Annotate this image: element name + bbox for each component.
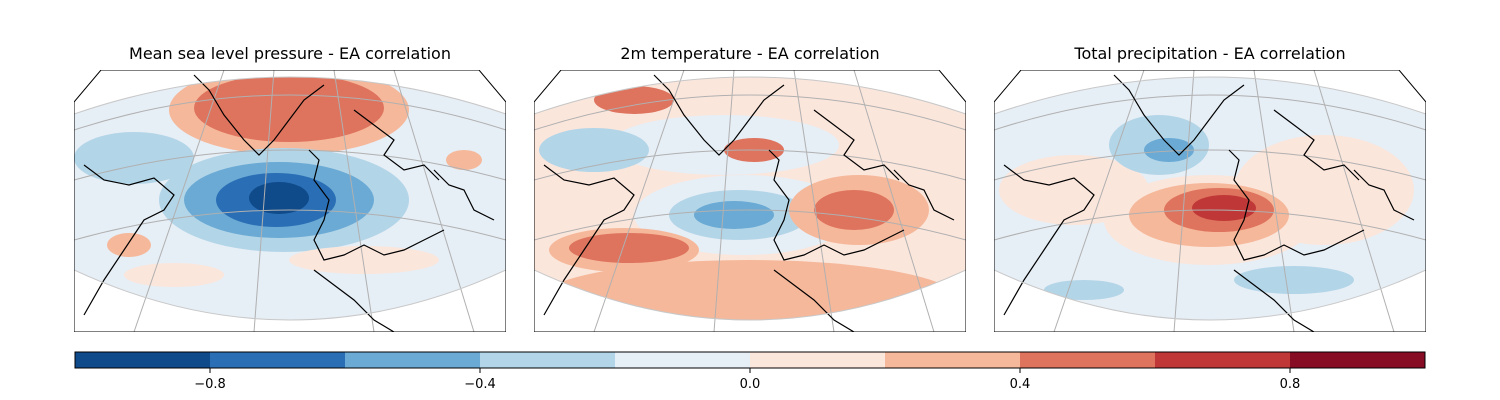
map-mslp [74, 70, 506, 332]
colorbar-tick-label-4: 0.8 [1279, 377, 1301, 392]
panel-title-t2m: 2m temperature - EA correlation [620, 44, 880, 63]
mslp-domain-outline [74, 76, 506, 321]
colorbar-tick-label-3: 0.4 [1009, 377, 1031, 392]
precip-graticule [994, 70, 1426, 332]
colorbar-segment [75, 352, 211, 368]
t2m-strong-negative-center [694, 201, 774, 229]
precip-domain-outline [994, 76, 1426, 321]
precip-strong-negative-north [1144, 138, 1194, 162]
colorbar-tick-label-0: −0.8 [194, 377, 226, 392]
precip-coastlines [1003, 74, 1415, 332]
mslp-positive-east [446, 150, 482, 170]
t2m-domain-outline [534, 76, 966, 321]
colorbar-segment [480, 352, 616, 368]
mslp-weak-positive-southwest [124, 263, 224, 287]
t2m-coastlines [543, 74, 955, 332]
colorbar-segment [1020, 352, 1156, 368]
colorbar-segment [615, 352, 751, 368]
colorbar-segment [1155, 352, 1291, 368]
mslp-positive-southwest [107, 233, 151, 257]
precip-negative-south [1234, 266, 1354, 294]
t2m-strong-positive-east [814, 190, 894, 230]
colorbar-segment [885, 352, 1021, 368]
mslp-very-strong-negative-center [249, 182, 309, 214]
t2m-graticule [534, 70, 966, 332]
panel-title-precip: Total precipitation - EA correlation [1074, 44, 1346, 63]
t2m-strong-positive-northwest [594, 86, 674, 114]
precip-negative-southwest [1044, 280, 1124, 300]
precip-very-strong-positive-center [1192, 195, 1256, 221]
t2m-weak-negative-north [609, 115, 839, 175]
colorbar-tick-label-1: −0.4 [464, 377, 496, 392]
mslp-graticule [74, 70, 506, 332]
t2m-positive-south [539, 260, 959, 320]
colorbar [74, 351, 1426, 373]
map-t2m [534, 70, 966, 332]
panel-title-mslp: Mean sea level pressure - EA correlation [129, 44, 451, 63]
colorbar-segment [1290, 352, 1426, 368]
t2m-strong-positive-southwest [569, 233, 689, 263]
mslp-strong-positive-north [194, 77, 384, 142]
map-precip [994, 70, 1426, 332]
mslp-weak-positive-south [289, 246, 439, 274]
colorbar-tick-label-2: 0.0 [739, 377, 761, 392]
mslp-coastlines [83, 74, 495, 332]
colorbar-segment [750, 352, 886, 368]
mslp-weak-negative-west [74, 132, 194, 184]
colorbar-segment [345, 352, 481, 368]
colorbar-segment [210, 352, 346, 368]
